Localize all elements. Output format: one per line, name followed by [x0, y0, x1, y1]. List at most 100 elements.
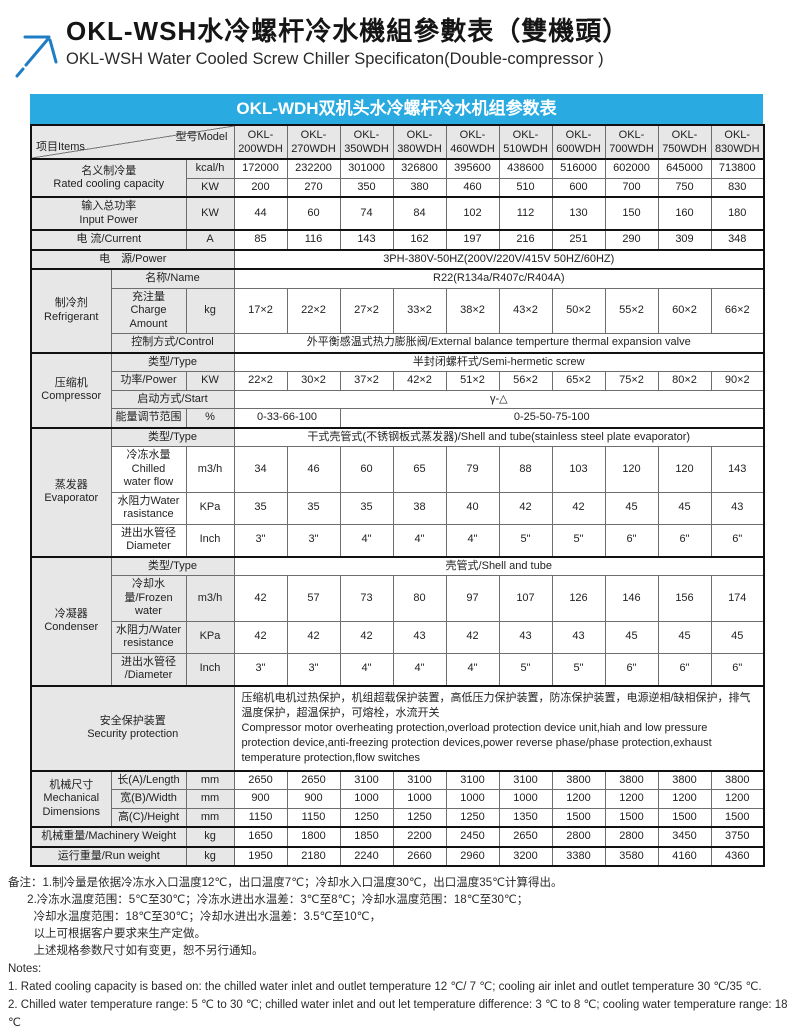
value-cell: 1000 [445, 789, 500, 809]
value-cell: 1000 [498, 789, 553, 809]
row-label-cell: 压缩机 Compressor [30, 351, 112, 428]
row-label-cell: kcal/h [185, 158, 235, 179]
value-cell: 150 [604, 196, 659, 231]
value-cell: 4" [445, 523, 500, 557]
row-label-cell: 水阻力Water rasistance [110, 491, 187, 525]
row-label-cell: 进出水管径 Diameter [110, 523, 187, 557]
value-cell: 107 [498, 575, 553, 622]
value-cell: 3750 [710, 826, 765, 847]
arrow-logo-icon [15, 35, 58, 78]
value-cell: 35 [233, 491, 288, 525]
value-cell: 60 [339, 446, 394, 493]
value-cell: 3450 [657, 826, 712, 847]
row-label-cell: mm [185, 789, 235, 809]
value-cell: 251 [551, 229, 606, 250]
row-label-cell: 功率/Power [110, 371, 187, 391]
value-cell: 压缩机电机过热保护，机组超载保护装置，高低压力保护装置，防冻保护装置，电源逆相/… [233, 684, 765, 771]
row-label-cell: KPa [185, 620, 235, 654]
value-cell: 3580 [604, 845, 659, 867]
row-label-cell: 冷冻水量Chilled water flow [110, 446, 187, 493]
value-cell: 3100 [445, 769, 500, 790]
value-cell: 43 [498, 620, 553, 654]
value-cell: 3800 [551, 769, 606, 790]
value-cell: 40 [445, 491, 500, 525]
value-cell: 1200 [710, 789, 765, 809]
value-cell: 350 [339, 177, 394, 198]
row-label-cell: mm [185, 769, 235, 790]
value-cell: 4" [445, 652, 500, 686]
value-cell: 2180 [286, 845, 341, 867]
value-cell: 750 [657, 177, 712, 198]
value-cell: 645000 [657, 158, 712, 179]
notes: 备注：1.制冷量是依据冷冻水入口温度12℃，出口温度7℃；冷却水入口温度30℃，… [8, 875, 790, 1032]
value-cell: 50×2 [551, 287, 606, 334]
row-label-cell: 类型/Type [110, 426, 235, 447]
value-cell: 4" [339, 652, 394, 686]
value-cell: 42 [445, 620, 500, 654]
value-cell: 172000 [233, 158, 288, 179]
value-cell: 42 [286, 620, 341, 654]
model-header-cell: OKL- 600WDH [551, 124, 606, 160]
value-cell: 6" [604, 652, 659, 686]
value-cell: 602000 [604, 158, 659, 179]
row-label-cell: 名义制冷量 Rated cooling capacity [30, 158, 187, 198]
value-cell: 460 [445, 177, 500, 198]
value-cell: 3800 [710, 769, 765, 790]
value-cell: 43 [710, 491, 765, 525]
value-cell: 232200 [286, 158, 341, 179]
value-cell: 35 [286, 491, 341, 525]
value-cell: 160 [657, 196, 712, 231]
row-label-cell: KPa [185, 491, 235, 525]
value-cell: 102 [445, 196, 500, 231]
value-cell: 2240 [339, 845, 394, 867]
value-cell: 3" [233, 652, 288, 686]
value-cell: 80 [392, 575, 447, 622]
value-cell: 22×2 [233, 371, 288, 391]
model-header-cell: OKL- 750WDH [657, 124, 712, 160]
value-cell: 90×2 [710, 371, 765, 391]
value-cell: 1200 [551, 789, 606, 809]
value-cell: γ-△ [233, 389, 765, 409]
row-label-cell: kg [185, 826, 235, 847]
row-label-cell: 高(C)/Height [110, 807, 187, 828]
value-cell: 37×2 [339, 371, 394, 391]
value-cell: 130 [551, 196, 606, 231]
value-cell: 85 [233, 229, 288, 250]
value-cell: 0-25-50-75-100 [339, 408, 765, 428]
value-cell: 半封闭螺杆式/Semi-hermetic screw [233, 351, 765, 372]
note-line-zh: 2.冷冻水温度范围：5℃至30℃；冷冻水进出水温差：3℃至8℃；冷却水温度范围：… [8, 894, 529, 906]
row-label-cell: 机械尺寸 Mechanical Dimensions [30, 769, 112, 828]
value-cell: 4" [339, 523, 394, 557]
value-cell: 42 [233, 620, 288, 654]
value-cell: 3380 [551, 845, 606, 867]
row-label-cell: KW [185, 371, 235, 391]
value-cell: 301000 [339, 158, 394, 179]
spec-table-body: 项目Items 型号Model OKL- 200WDH OKL- 270WDH OKL-… [30, 124, 765, 867]
table-banner: OKL-WDH双机头水冷螺杆冷水机组参数表 [30, 94, 763, 124]
note-line-zh: 以上可根据客户要求来生产定做。 [8, 928, 207, 940]
value-cell: R22(R134a/R407c/R404A) [233, 268, 765, 289]
row-label-cell: kg [185, 287, 235, 334]
value-cell: 42 [339, 620, 394, 654]
value-cell: 600 [551, 177, 606, 198]
value-cell: 1850 [339, 826, 394, 847]
value-cell: 1650 [233, 826, 288, 847]
value-cell: 38×2 [445, 287, 500, 334]
value-cell: 1950 [233, 845, 288, 867]
notes-en: Notes: 1. Rated cooling capacity is based… [8, 960, 790, 1032]
corner-header-cell: 项目Items 型号Model [30, 124, 235, 160]
row-label-cell: 进出水管径 /Diameter [110, 652, 187, 686]
value-cell: 395600 [445, 158, 500, 179]
corner-model-label: 型号Model [175, 131, 228, 143]
value-cell: 4160 [657, 845, 712, 867]
value-cell: 3100 [392, 769, 447, 790]
value-cell: 700 [604, 177, 659, 198]
value-cell: 27×2 [339, 287, 394, 334]
value-cell: 3800 [604, 769, 659, 790]
value-cell: 5" [551, 652, 606, 686]
row-label-cell: mm [185, 807, 235, 828]
value-cell: 713800 [710, 158, 765, 179]
value-cell: 38 [392, 491, 447, 525]
value-cell: 1800 [286, 826, 341, 847]
value-cell: 42 [551, 491, 606, 525]
